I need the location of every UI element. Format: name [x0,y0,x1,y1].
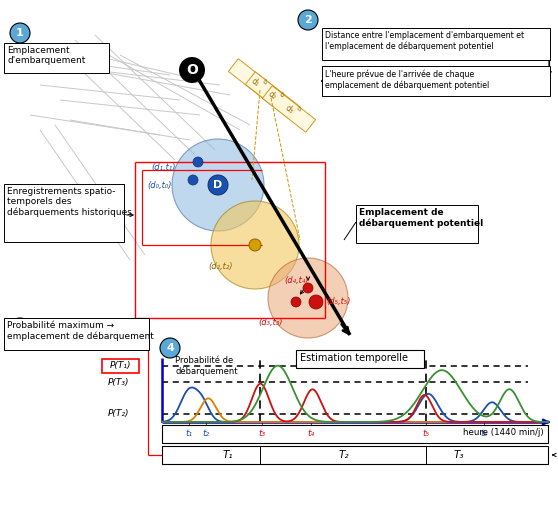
Bar [322,28,550,60]
Text: Estimation temporelle: Estimation temporelle [300,353,408,363]
Bar [102,359,139,373]
Circle shape [172,139,264,231]
Text: Enregistrements spatio-
temporels des
débarquements historiques: Enregistrements spatio- temporels des dé… [7,187,132,217]
Text: T₃: T₃ [454,450,464,460]
Text: t₃: t₃ [259,430,266,438]
Text: (d₄,t₄): (d₄,t₄) [284,276,309,285]
Text: P(T₃): P(T₃) [108,378,129,387]
Text: 5: 5 [16,323,24,333]
Text: t₃: t₃ [295,105,303,113]
Text: t₂: t₂ [278,91,286,99]
Text: (d₂,t₂): (d₂,t₂) [208,262,233,271]
Text: T₂: T₂ [338,450,349,460]
Circle shape [249,239,261,251]
Text: 4: 4 [166,343,174,353]
Circle shape [208,175,228,195]
Text: Probabilité maximum →
emplacement de débarquement: Probabilité maximum → emplacement de déb… [7,321,154,341]
Text: Emplacement
d'embarquement: Emplacement d'embarquement [7,46,85,65]
Text: P(T₁): P(T₁) [109,361,131,370]
Circle shape [268,258,348,338]
Text: T₁: T₁ [223,450,233,460]
Text: t₅: t₅ [423,430,430,438]
Circle shape [179,57,205,83]
Circle shape [160,338,180,358]
Circle shape [10,23,30,43]
Bar [162,425,548,443]
Circle shape [303,283,313,293]
Text: t₆: t₆ [481,430,488,438]
Circle shape [10,190,30,210]
Text: Emplacement de
débarquement potentiel: Emplacement de débarquement potentiel [359,208,483,228]
Circle shape [309,295,323,309]
Text: D: D [213,180,223,190]
Circle shape [193,157,203,167]
Text: Probabilité de
débarquement: Probabilité de débarquement [175,356,238,376]
Text: Distance entre l'emplacement d'embarquement et
l'emplacement de débarquement pot: Distance entre l'emplacement d'embarquem… [325,31,524,51]
Text: t₁: t₁ [261,78,269,86]
Bar [246,72,299,118]
Bar [4,43,109,73]
Text: heure (1440 min/j): heure (1440 min/j) [463,428,543,437]
Text: L'heure prévue de l'arrivée de chaque
emplacement de débarquement potentiel: L'heure prévue de l'arrivée de chaque em… [325,69,489,90]
Text: t₁: t₁ [185,430,193,438]
Bar [228,59,282,105]
Bar [296,350,424,368]
Text: d₃: d₃ [283,103,295,115]
Circle shape [211,201,299,289]
Circle shape [298,10,318,30]
Bar [4,318,149,350]
Text: (d₀,t₀): (d₀,t₀) [147,181,171,190]
Text: O: O [186,63,198,77]
Text: P(T₂): P(T₂) [108,409,129,418]
Text: t₂: t₂ [203,430,210,438]
Text: t₄: t₄ [307,430,314,438]
Circle shape [10,318,30,338]
Text: (d₃,t₃): (d₃,t₃) [258,318,282,327]
Text: 3: 3 [16,195,24,205]
Bar [356,205,478,243]
Circle shape [291,297,301,307]
Text: d₁: d₁ [249,76,261,88]
Bar [162,446,548,464]
Bar [322,66,550,96]
Text: (d₁,t₁): (d₁,t₁) [151,163,176,172]
Text: d₂: d₂ [266,89,278,101]
Text: (d₅,t₅): (d₅,t₅) [326,297,350,306]
Circle shape [188,175,198,185]
Text: 2: 2 [304,15,312,25]
Text: 1: 1 [16,28,24,38]
Bar [4,184,124,242]
Bar [262,86,316,132]
